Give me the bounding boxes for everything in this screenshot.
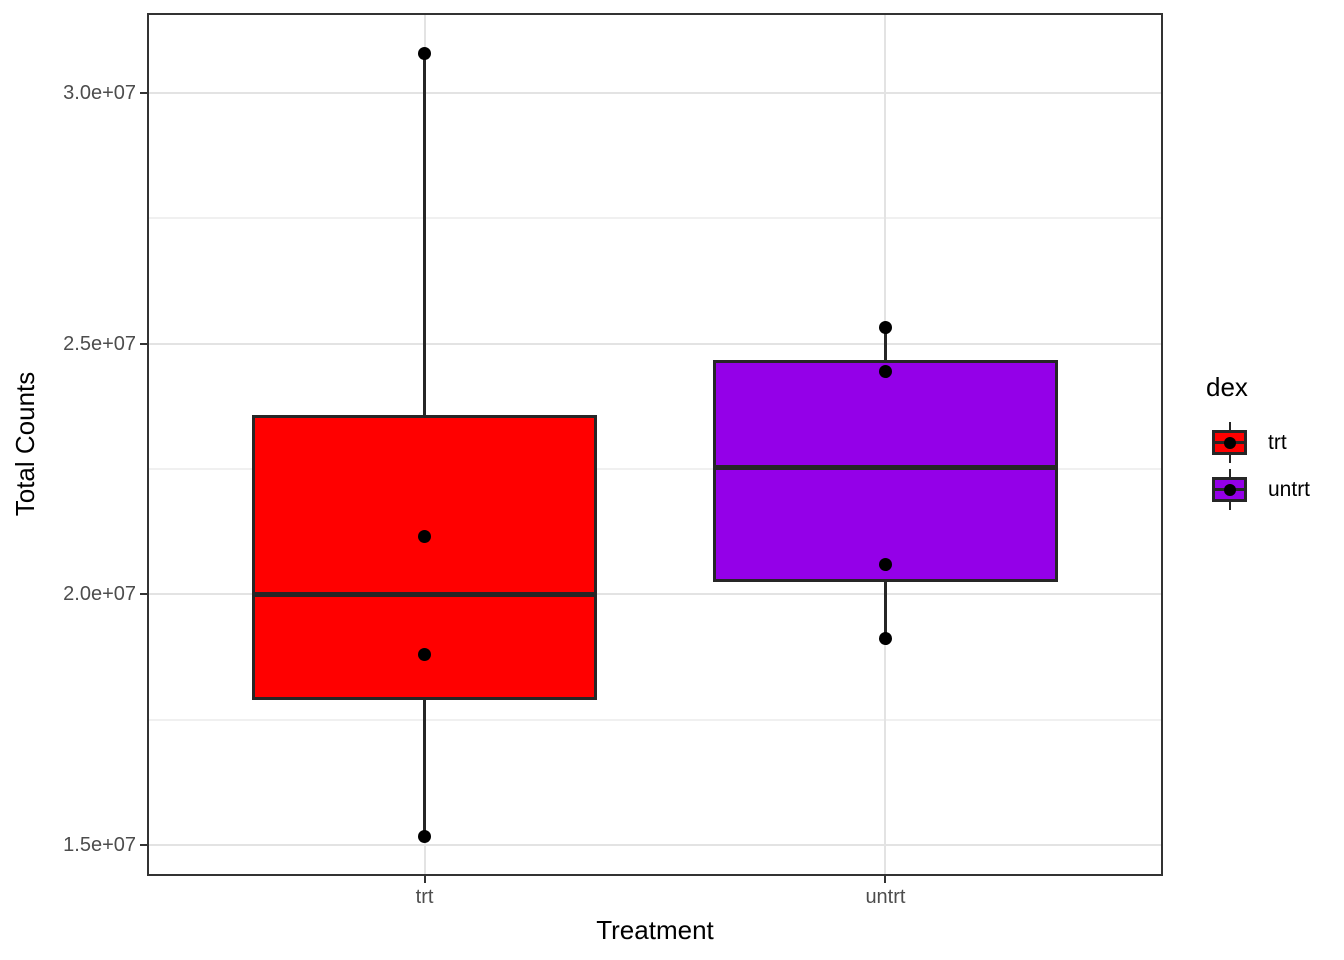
x-tick-label: trt [415, 886, 434, 908]
gridline-major-y [148, 593, 1162, 596]
x-axis-tick [884, 875, 887, 883]
legend-key-point [1223, 483, 1236, 496]
data-point-trt [418, 529, 432, 543]
data-point-untrt [878, 632, 892, 646]
whisker-upper-untrt [883, 327, 887, 361]
median-line-trt [251, 592, 598, 598]
legend-key-point [1223, 436, 1236, 449]
legend-key-boxplot-icon [1212, 469, 1247, 510]
y-axis-tick [140, 342, 148, 345]
legend-entry-untrt: untrt [1212, 469, 1310, 510]
whisker-lower-trt [423, 700, 427, 837]
data-point-trt [418, 46, 432, 60]
gridline-major-y [148, 342, 1162, 345]
median-line-untrt [712, 464, 1059, 470]
whisker-upper-trt [423, 53, 427, 415]
y-tick-label: 3.0e+07 [63, 82, 136, 105]
box-untrt [712, 360, 1059, 582]
legend-key-boxplot-icon [1212, 422, 1247, 463]
data-point-untrt [878, 320, 892, 334]
gridline-minor-y [148, 468, 1162, 471]
gridline-major-y [148, 92, 1162, 95]
y-axis-tick [140, 843, 148, 846]
legend: dex trt untrt [1206, 372, 1310, 516]
x-axis-title: Treatment [596, 915, 714, 945]
data-point-trt [418, 648, 432, 662]
gridline-minor-y [148, 718, 1162, 721]
whisker-lower-untrt [883, 581, 887, 639]
data-point-untrt [878, 365, 892, 379]
y-tick-label: 1.5e+07 [63, 833, 136, 856]
legend-entries: trt untrt [1206, 422, 1310, 510]
legend-entry-trt: trt [1212, 422, 1310, 463]
legend-title: dex [1206, 372, 1248, 402]
data-point-untrt [878, 557, 892, 571]
legend-label: untrt [1268, 477, 1311, 501]
data-point-trt [418, 830, 432, 844]
y-tick-label: 2.0e+07 [63, 583, 136, 606]
legend-label: trt [1268, 430, 1287, 454]
x-tick-label: untrt [865, 886, 906, 908]
plot-panel [148, 14, 1162, 875]
y-tick-label: 2.5e+07 [63, 332, 136, 355]
gridline-minor-y [148, 217, 1162, 220]
y-axis-tick [140, 593, 148, 596]
y-axis-tick [140, 92, 148, 95]
gridline-major-y [148, 843, 1162, 846]
x-axis-tick [423, 875, 426, 883]
